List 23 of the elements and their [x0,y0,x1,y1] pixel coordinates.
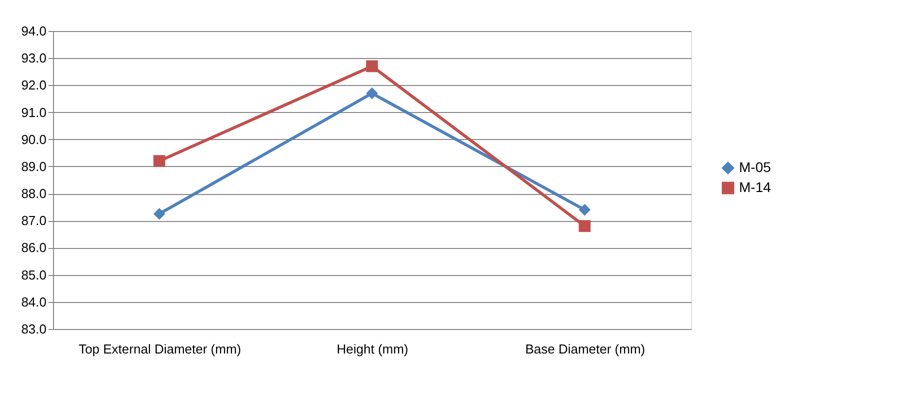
point [153,155,166,167]
point [578,204,591,216]
y-tick-label: 91.0 [21,104,46,120]
y-tick-label: 84.0 [21,294,46,310]
y-tick-label: 87.0 [21,213,46,228]
y-tick-label: 94.0 [21,24,46,38]
y-tick-label: 88.0 [21,186,46,202]
y-tick-label: 89.0 [21,158,46,174]
point [153,208,166,220]
x-tick-label: Height (mm) [336,342,408,356]
x-tick-label: Base Diameter (mm) [525,342,646,356]
x-tick-label: Top External Diameter (mm) [78,342,242,356]
point [578,220,591,232]
y-tick-label: 83.0 [21,322,46,336]
y-tick-label: 92.0 [21,78,46,93]
point [366,87,378,100]
y-tick-label: 90.0 [21,132,46,147]
y-tick-label: 86.0 [21,240,46,256]
legend-label: M-05 [739,159,772,175]
y-tick-label: 85.0 [21,267,46,282]
point [366,60,378,72]
legend-label: M-14 [739,179,772,195]
y-tick-label: 93.0 [21,50,46,66]
